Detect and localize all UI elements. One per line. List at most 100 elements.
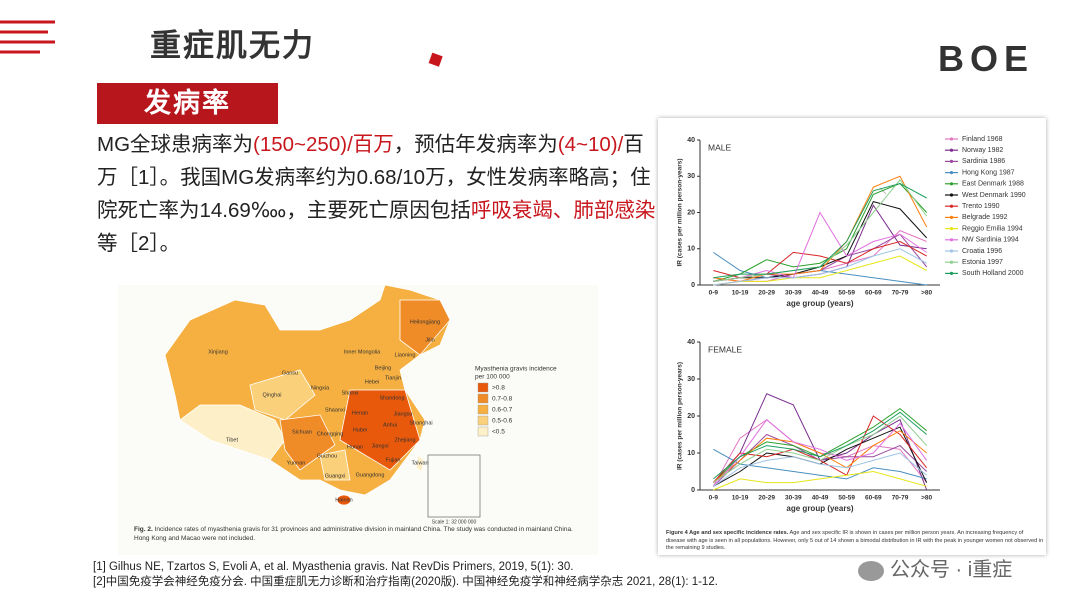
province-label: Guizhou	[317, 453, 338, 459]
province-label: Hebei	[365, 379, 379, 385]
series-line	[713, 411, 927, 480]
legend-swatch	[477, 382, 489, 393]
legend-label: Finland 1968	[962, 136, 1003, 143]
x-tick-label: 10-19	[732, 290, 749, 297]
province-label: Guangxi	[325, 473, 346, 479]
x-tick-label: 70-79	[892, 290, 909, 297]
references: [1] Gilhus NE, Tzartos S, Evoli A, et al…	[93, 560, 718, 590]
series-line	[713, 255, 927, 286]
y-tick-label: 10	[687, 246, 695, 253]
x-tick-label: 20-29	[758, 290, 775, 297]
legend-label: South Holland 2000	[962, 270, 1024, 277]
legend-label: NW Sardinia 1994	[962, 237, 1019, 244]
legend-label: West Denmark 1990	[962, 192, 1026, 199]
x-tick-label: 20-29	[758, 495, 775, 502]
legend-marker	[949, 171, 954, 175]
x-axis-label: age group (years)	[786, 299, 853, 308]
text-run: ，预估年发病率为	[393, 133, 558, 156]
legend-swatch	[477, 426, 489, 437]
province-label: Gansu	[282, 370, 298, 376]
legend-label: East Denmark 1988	[962, 181, 1024, 188]
series-line	[713, 211, 927, 282]
legend-marker	[949, 227, 954, 231]
series-line	[713, 182, 928, 282]
legend-title: per 100 000	[475, 374, 510, 381]
province-label: Tibet	[226, 437, 238, 443]
chart-panel	[658, 118, 1046, 555]
legend-marker	[949, 215, 954, 219]
province-label: Inner Mongolia	[344, 349, 381, 355]
x-tick-label: 50-59	[838, 495, 855, 502]
caption-lead: Fig. 2.	[134, 526, 153, 533]
y-tick-label: 30	[687, 376, 695, 383]
x-tick-label: >80	[921, 495, 932, 502]
chart-label: MALE	[708, 142, 731, 152]
y-tick-label: 0	[691, 487, 695, 494]
map-shapes	[164, 284, 481, 518]
legend-label: Hong Kong 1987	[962, 169, 1015, 176]
legend-label: Reggio Emilia 1994	[962, 225, 1023, 232]
y-tick-label: 20	[687, 413, 695, 420]
legend-marker	[949, 249, 954, 253]
caption-lead: Figure 4 Age and sex specific incidence …	[666, 530, 789, 536]
province-label: Xinjiang	[208, 349, 228, 355]
page-title: 重症肌无力	[150, 28, 315, 63]
legend-marker	[949, 271, 954, 275]
province-label: Chongqing	[317, 431, 344, 437]
legend-marker	[949, 148, 954, 152]
highlight-text: 呼吸衰竭、肺部感染	[470, 199, 656, 222]
legend-marker	[949, 260, 954, 264]
province-label: Shanxi	[342, 390, 359, 396]
province-label: Shanghai	[409, 420, 432, 426]
legend-label: 0.6-0.7	[492, 407, 513, 414]
province-label: Henan	[352, 410, 368, 416]
stripes-logo	[0, 20, 55, 54]
x-tick-label: 40-49	[812, 290, 829, 297]
series-line	[713, 452, 927, 487]
legend-label: 0.7-0.8	[492, 396, 513, 403]
series-line	[713, 415, 928, 484]
province-label: Taiwan	[411, 460, 428, 466]
province-label: Guangdong	[356, 472, 385, 478]
legend-label: >0.8	[492, 385, 505, 392]
scale-label: Scale 1: 32 000 000	[432, 519, 477, 525]
text-run: 百万［1］。我国MG发病率约为0.68/10万，女性发病率略高；住院死亡率为14…	[97, 133, 651, 222]
y-tick-label: 40	[687, 339, 695, 346]
legend-swatch	[477, 393, 489, 404]
series-line	[713, 175, 928, 282]
y-tick-label: 40	[687, 137, 695, 144]
x-tick-label: 10-19	[732, 495, 749, 502]
province-label: Jiangsu	[394, 411, 413, 417]
legend-marker	[949, 193, 954, 197]
province-label: Heilongjiang	[410, 319, 440, 325]
province-label: Sichuan	[292, 429, 312, 435]
x-tick-label: >80	[921, 290, 932, 297]
legend-label: Estonia 1997	[962, 259, 1003, 266]
province-label: Jilin	[425, 337, 434, 343]
y-tick-label: 30	[687, 173, 695, 180]
highlight-text: (150~250)/百万	[253, 133, 394, 156]
text-run: 等［2］。	[97, 232, 181, 255]
legend-label: Norway 1982	[962, 147, 1003, 154]
x-tick-label: 60-69	[865, 290, 882, 297]
y-axis-label: IR (cases per million person-years)	[677, 362, 684, 470]
series-line	[713, 182, 927, 279]
province-label: Hunan	[347, 444, 363, 450]
watermark-text: 公众号 · i重症	[890, 559, 1013, 581]
province-label: Beijing	[375, 365, 392, 371]
legend-label: Croatia 1996	[962, 248, 1002, 255]
y-tick-label: 20	[687, 209, 695, 216]
x-tick-label: 40-49	[812, 495, 829, 502]
y-tick-label: 0	[691, 282, 695, 289]
legend-marker	[949, 204, 954, 208]
map-caption: Fig. 2. Incidence rates of myasthenia gr…	[134, 525, 584, 543]
x-tick-label: 0-9	[709, 495, 719, 502]
series-line	[712, 418, 928, 487]
province-label: Zhejiang	[394, 437, 415, 443]
legend-label: 0.5-0.6	[492, 418, 513, 425]
legend-marker	[949, 159, 954, 163]
y-axis-label: IR (cases per million person-years)	[677, 158, 684, 266]
legend-label: Trento 1990	[962, 203, 1000, 210]
legend-swatch	[477, 404, 489, 415]
